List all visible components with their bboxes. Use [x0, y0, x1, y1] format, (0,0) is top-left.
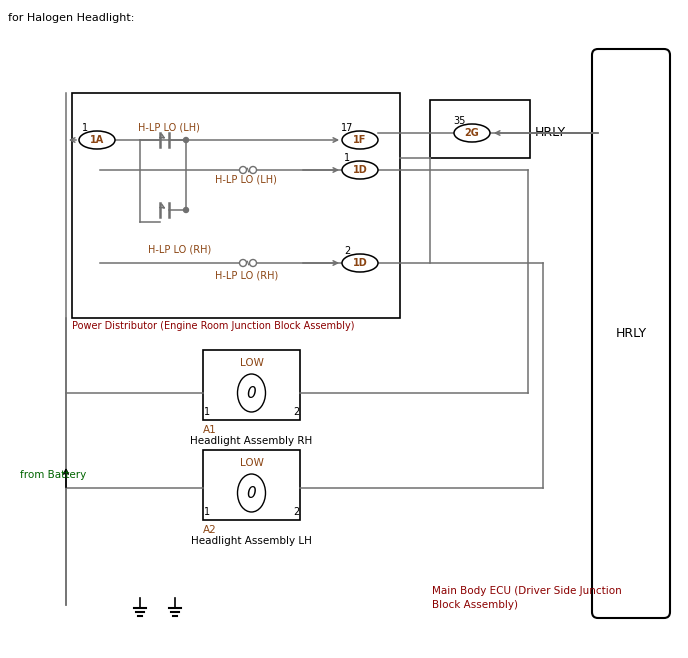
Text: A2: A2 — [203, 525, 217, 535]
Circle shape — [184, 207, 189, 213]
Text: 2G: 2G — [464, 128, 480, 138]
Text: Power Distributor (Engine Room Junction Block Assembly): Power Distributor (Engine Room Junction … — [72, 321, 354, 331]
FancyBboxPatch shape — [592, 49, 670, 618]
Text: Main Body ECU (Driver Side Junction
Block Assembly): Main Body ECU (Driver Side Junction Bloc… — [432, 586, 622, 610]
Ellipse shape — [342, 161, 378, 179]
Ellipse shape — [237, 374, 266, 412]
Text: Headlight Assembly RH: Headlight Assembly RH — [191, 436, 312, 446]
Circle shape — [184, 138, 189, 143]
Text: HRLY: HRLY — [616, 327, 647, 340]
Text: H-LP LO (RH): H-LP LO (RH) — [148, 245, 211, 255]
Bar — [72, 93, 400, 318]
Text: for Halogen Headlight:: for Halogen Headlight: — [8, 13, 134, 23]
Circle shape — [250, 259, 257, 266]
Text: H-LP LO (RH): H-LP LO (RH) — [215, 270, 278, 280]
Ellipse shape — [342, 254, 378, 272]
Circle shape — [239, 166, 246, 174]
Text: H-LP LO (LH): H-LP LO (LH) — [215, 174, 277, 184]
Ellipse shape — [342, 131, 378, 149]
Text: 0: 0 — [246, 386, 257, 401]
Text: from Battery: from Battery — [20, 470, 86, 480]
Ellipse shape — [454, 124, 490, 142]
Ellipse shape — [79, 131, 115, 149]
Circle shape — [250, 166, 257, 174]
Text: 2: 2 — [293, 407, 299, 417]
Text: 2: 2 — [344, 246, 350, 256]
Bar — [430, 100, 530, 158]
Text: Headlight Assembly LH: Headlight Assembly LH — [191, 536, 312, 546]
Text: 1: 1 — [204, 407, 210, 417]
Text: 1A: 1A — [90, 135, 104, 145]
Bar — [203, 450, 300, 520]
Text: 1: 1 — [82, 123, 88, 133]
Text: 17: 17 — [341, 123, 353, 133]
Text: 1: 1 — [344, 153, 350, 163]
Text: 35: 35 — [453, 116, 465, 126]
Text: 0: 0 — [246, 486, 257, 501]
Text: 1F: 1F — [354, 135, 367, 145]
Text: 1: 1 — [204, 507, 210, 517]
Text: A1: A1 — [203, 425, 217, 435]
Text: 1D: 1D — [353, 165, 367, 175]
Text: LOW: LOW — [239, 458, 264, 468]
Bar — [203, 350, 300, 420]
Text: LOW: LOW — [239, 358, 264, 368]
Text: 1D: 1D — [353, 258, 367, 268]
Text: HRLY: HRLY — [535, 126, 566, 139]
Ellipse shape — [237, 474, 266, 512]
Text: 2: 2 — [293, 507, 299, 517]
Circle shape — [239, 259, 246, 266]
Text: H-LP LO (LH): H-LP LO (LH) — [138, 122, 200, 132]
